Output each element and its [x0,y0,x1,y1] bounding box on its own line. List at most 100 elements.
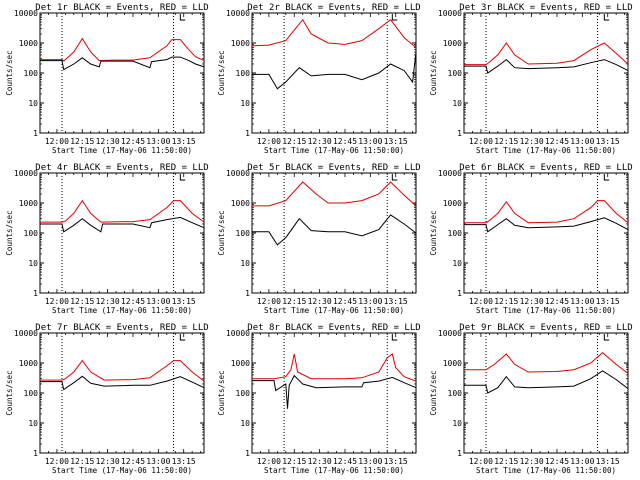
y-tick-label: 10000 [226,169,250,178]
events-series-line [252,214,417,246]
detector-panel: Det 7r BLACK = Events, RED = LLD 1 10 100 10… [5,323,209,475]
x-tick-label: 12:00 [469,457,493,466]
interval-flag [179,174,186,181]
x-tick-label: 13:00 [570,297,594,306]
y-tick-label: 10 [28,419,38,428]
x-tick-label: 12:00 [45,297,69,306]
y-axis-label: Counts/sec [429,50,438,95]
detector-panel: Det 4r BLACK = Events, RED = LLD 1 10 100 10… [5,163,209,315]
x-tick-label: 12:30 [308,137,332,146]
events-series-line [40,375,205,391]
x-tick-label: 12:30 [96,457,120,466]
y-axis-label: Counts/sec [5,370,14,415]
x-axis-label: Start Time (17-May-06 11:50:00) [52,146,192,155]
x-tick-label: 12:45 [545,137,569,146]
y-tick-label: 100 [24,389,39,398]
interval-flag [391,334,398,341]
y-tick-label: 1000 [19,39,38,48]
lld-series-line [40,359,205,382]
y-tick-label: 100 [24,229,39,238]
x-tick-label: 13:15 [384,297,408,306]
x-tick-label: 13:15 [172,137,196,146]
y-tick-label: 10000 [226,329,250,338]
x-tick-label: 12:00 [257,297,281,306]
x-tick-label: 13:00 [146,297,170,306]
x-tick-label: 12:15 [70,457,94,466]
interval-flag [391,174,398,181]
lld-series-line [40,37,205,62]
panel-title: Det 8r BLACK = Events, RED = LLD [247,323,420,333]
y-tick-label: 10 [28,259,38,268]
y-tick-label: 1 [33,449,38,458]
panel-title: Det 7r BLACK = Events, RED = LLD [35,323,208,333]
interval-flag [603,14,610,21]
detector-panel: Det 9r BLACK = Events, RED = LLD 1 10 100 10… [429,323,633,475]
x-tick-label: 12:30 [520,457,544,466]
y-tick-label: 1 [245,449,250,458]
x-tick-label: 13:00 [146,137,170,146]
x-tick-label: 12:45 [545,297,569,306]
x-tick-label: 12:30 [308,457,332,466]
panel-title: Det 1r BLACK = Events, RED = LLD [35,3,208,13]
events-series-line [464,58,629,74]
plot-frame [251,12,417,134]
y-tick-label: 1000 [443,199,462,208]
y-tick-label: 10000 [14,329,38,338]
y-tick-label: 100 [448,69,463,78]
y-tick-label: 10000 [226,9,250,18]
x-tick-label: 12:00 [469,137,493,146]
x-tick-label: 13:15 [596,137,620,146]
x-tick-label: 12:15 [494,137,518,146]
y-tick-label: 1 [457,129,462,138]
events-series-line [464,370,629,394]
y-tick-label: 10000 [438,9,462,18]
y-tick-label: 1000 [231,39,250,48]
panel-title: Det 5r BLACK = Events, RED = LLD [247,163,420,173]
x-axis-label: Start Time (17-May-06 11:50:00) [264,146,404,155]
y-tick-label: 1000 [19,199,38,208]
x-tick-label: 13:15 [596,457,620,466]
x-axis-label: Start Time (17-May-06 11:50:00) [476,146,616,155]
y-tick-label: 100 [236,69,251,78]
y-tick-label: 100 [448,229,463,238]
y-tick-label: 100 [236,389,251,398]
plot-frame [463,12,629,134]
y-tick-label: 10 [28,99,38,108]
y-tick-label: 10 [452,99,462,108]
plot-frame [39,12,205,134]
x-tick-label: 12:45 [333,457,357,466]
x-tick-label: 12:15 [494,457,518,466]
x-tick-label: 12:30 [520,137,544,146]
y-tick-label: 1000 [443,359,462,368]
events-series-line [40,56,205,71]
lld-series-line [464,42,629,66]
y-tick-label: 10 [240,419,250,428]
y-tick-label: 10000 [14,169,38,178]
x-tick-label: 12:30 [96,137,120,146]
y-tick-label: 1 [245,289,250,298]
y-tick-label: 1000 [19,359,38,368]
y-tick-label: 10 [452,419,462,428]
x-tick-label: 13:15 [384,457,408,466]
y-tick-label: 10 [452,259,462,268]
y-tick-label: 100 [236,229,251,238]
x-tick-label: 13:15 [172,297,196,306]
plot-frame [39,172,205,294]
x-tick-label: 12:00 [257,137,281,146]
lld-series-line [252,181,417,207]
x-tick-label: 12:45 [121,137,145,146]
panel-title: Det 3r BLACK = Events, RED = LLD [459,3,632,13]
y-tick-label: 10 [240,259,250,268]
x-tick-label: 12:45 [121,297,145,306]
y-tick-label: 10000 [14,9,38,18]
x-tick-label: 13:00 [570,137,594,146]
x-tick-label: 12:00 [257,457,281,466]
plot-frame [251,172,417,294]
lld-series-line [464,352,629,374]
lld-series-line [40,199,205,223]
y-tick-label: 1000 [231,199,250,208]
interval-flag [603,334,610,341]
x-tick-label: 13:15 [596,297,620,306]
events-series-line [40,216,205,233]
y-tick-label: 100 [24,69,39,78]
